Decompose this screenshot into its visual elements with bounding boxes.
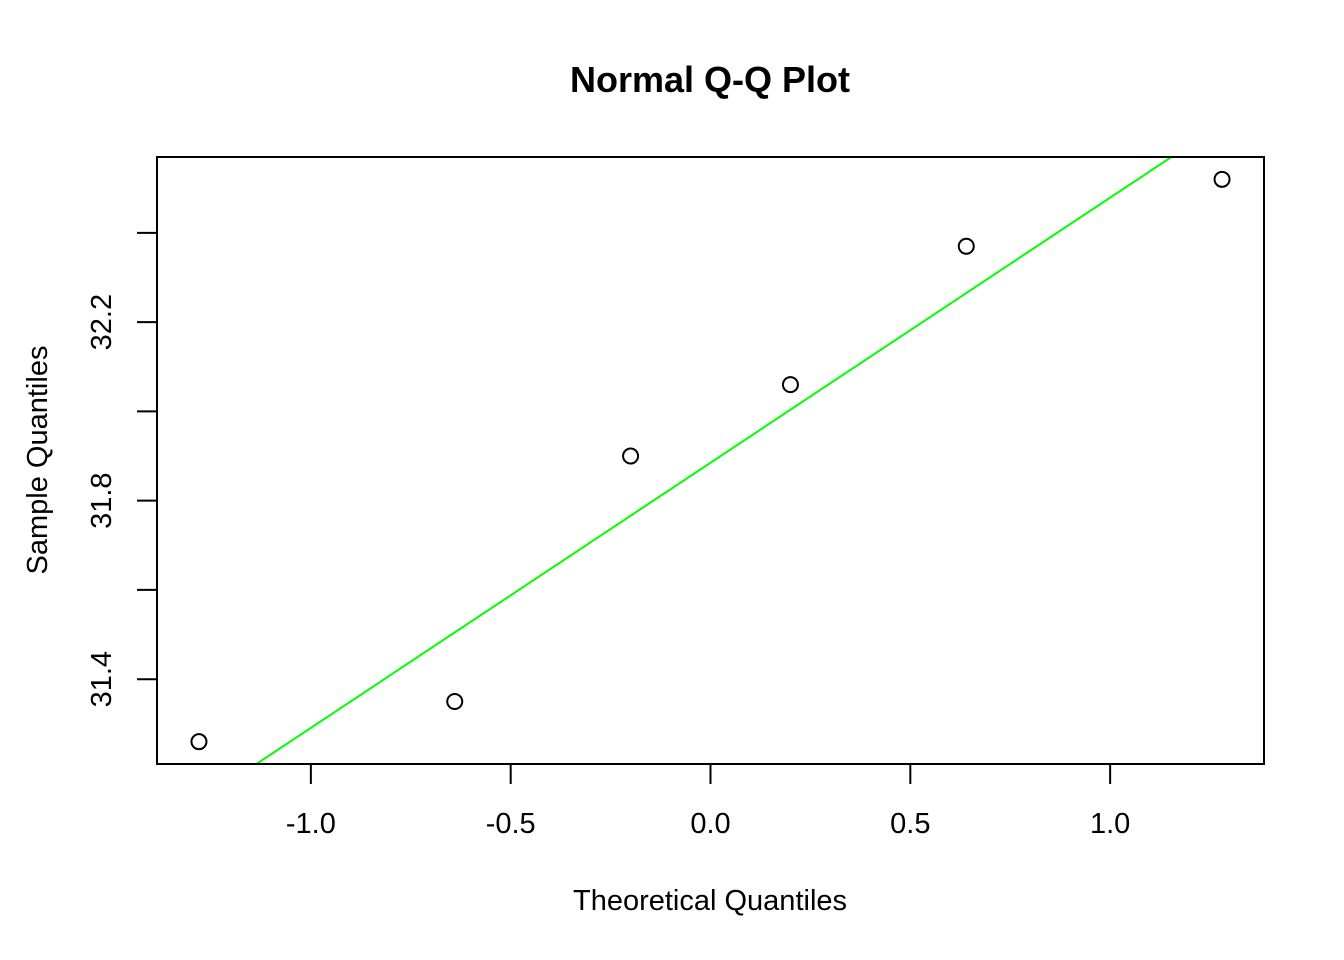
x-tick-label: -1.0 [286, 808, 336, 840]
y-tick-label: 31.8 [86, 472, 118, 528]
x-tick-label: 0.0 [690, 808, 730, 840]
x-axis-label: Theoretical Quantiles [573, 885, 847, 917]
x-tick-label: 1.0 [1090, 808, 1130, 840]
data-point [190, 733, 208, 751]
data-point [446, 693, 464, 711]
y-tick-label: 32.2 [86, 294, 118, 350]
y-axis-label: Sample Quantiles [22, 346, 54, 575]
x-axis: -1.0 -0.5 0.0 0.5 1.0 [286, 763, 1130, 840]
x-tick-label: 0.5 [890, 808, 930, 840]
x-tick-label: -0.5 [486, 808, 536, 840]
y-tick-label: 31.4 [86, 651, 118, 707]
data-point [1213, 170, 1231, 188]
data-point [781, 376, 799, 394]
data-point [957, 237, 975, 255]
chart-title: Normal Q-Q Plot [570, 59, 850, 100]
y-axis: 31.4 31.8 32.2 [86, 231, 158, 707]
data-point [622, 447, 640, 465]
plot-frame [156, 156, 1265, 765]
